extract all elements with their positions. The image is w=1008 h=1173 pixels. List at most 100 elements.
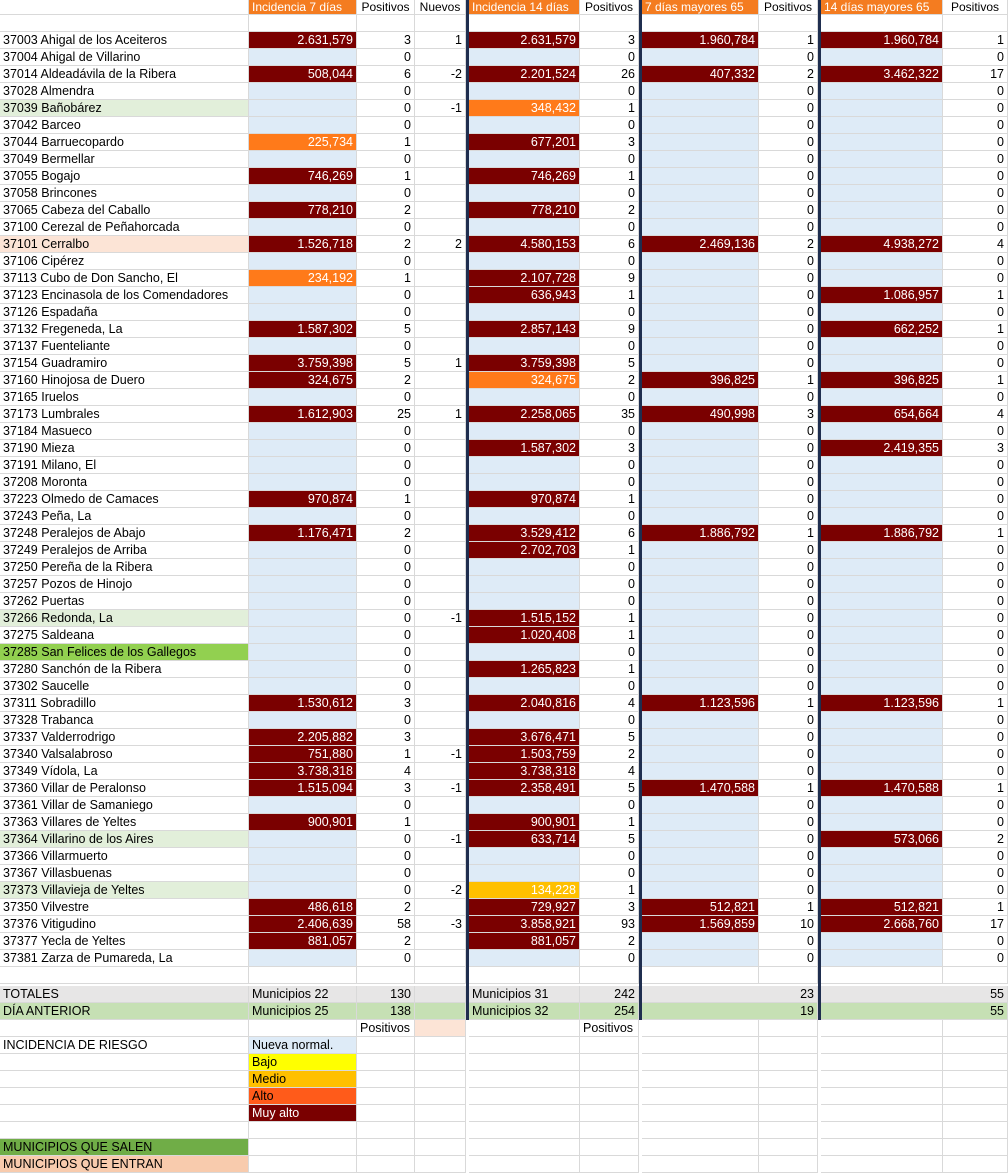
incidence-14d-cell[interactable]: 2.201,524	[469, 66, 580, 83]
incidence-7d-over65-cell[interactable]	[642, 100, 759, 117]
blank-cell[interactable]	[943, 1020, 1008, 1037]
incidence-14d-over65-cell[interactable]: 573,066	[821, 831, 943, 848]
positives-14d-cell[interactable]: 3	[580, 134, 639, 151]
totals-positives-7d-over65[interactable]: 23	[642, 986, 818, 1003]
positives-14d-over65-cell[interactable]: 1	[943, 321, 1008, 338]
positives-7d-over65-cell[interactable]: 0	[759, 338, 818, 355]
blank-cell[interactable]	[357, 1037, 415, 1054]
incidence-7d-cell[interactable]	[249, 423, 357, 440]
new-cases-cell[interactable]	[415, 559, 466, 576]
positives-14d-cell[interactable]: 0	[580, 593, 639, 610]
incidence-14d-over65-cell[interactable]	[821, 763, 943, 780]
positives-7d-cell[interactable]: 0	[357, 610, 415, 627]
incidence-7d-cell[interactable]	[249, 185, 357, 202]
positives-14d-cell[interactable]: 0	[580, 865, 639, 882]
positives-7d-cell[interactable]: 0	[357, 644, 415, 661]
positives-14d-over65-cell[interactable]: 0	[943, 219, 1008, 236]
positives-14d-cell[interactable]: 0	[580, 474, 639, 491]
positives-7d-cell[interactable]: 0	[357, 287, 415, 304]
positives-7d-over65-cell[interactable]: 10	[759, 916, 818, 933]
municipality-name[interactable]: 37373 Villavieja de Yeltes	[0, 882, 249, 899]
positives-14d-over65-cell[interactable]: 0	[943, 338, 1008, 355]
incidence-7d-over65-cell[interactable]	[642, 542, 759, 559]
blank-cell[interactable]	[0, 1020, 249, 1037]
incidence-14d-cell[interactable]: 900,901	[469, 814, 580, 831]
new-cases-cell[interactable]	[415, 763, 466, 780]
municipality-name[interactable]: 37191 Milano, El	[0, 457, 249, 474]
blank-cell[interactable]	[0, 1122, 249, 1139]
incidence-14d-over65-cell[interactable]	[821, 848, 943, 865]
positives-14d-over65-cell[interactable]: 0	[943, 542, 1008, 559]
incidence-14d-over65-cell[interactable]	[821, 423, 943, 440]
incidence-7d-over65-cell[interactable]	[642, 865, 759, 882]
positives-7d-over65-cell[interactable]: 0	[759, 950, 818, 967]
positives-7d-cell[interactable]: 0	[357, 185, 415, 202]
positives-14d-over65-cell[interactable]: 0	[943, 712, 1008, 729]
blank-cell[interactable]	[821, 1037, 943, 1054]
positives-7d-over65-cell[interactable]: 2	[759, 66, 818, 83]
incidence-14d-cell[interactable]	[469, 423, 580, 440]
new-cases-cell[interactable]	[415, 542, 466, 559]
positives-14d-cell[interactable]: 0	[580, 219, 639, 236]
blank-cell[interactable]	[469, 1037, 580, 1054]
incidence-7d-over65-cell[interactable]	[642, 610, 759, 627]
incidence-7d-cell[interactable]: 1.530,612	[249, 695, 357, 712]
positives-7d-over65-cell[interactable]: 0	[759, 474, 818, 491]
municipality-name[interactable]: 37113 Cubo de Don Sancho, El	[0, 270, 249, 287]
incidence-14d-over65-cell[interactable]: 1.086,957	[821, 287, 943, 304]
incidence-7d-cell[interactable]	[249, 678, 357, 695]
incidence-7d-over65-cell[interactable]	[642, 593, 759, 610]
positives-14d-over65-cell[interactable]: 0	[943, 627, 1008, 644]
incidence-14d-cell[interactable]: 746,269	[469, 168, 580, 185]
incidence-7d-cell[interactable]	[249, 151, 357, 168]
municipality-name[interactable]: 37173 Lumbrales	[0, 406, 249, 423]
positives-14d-over65-cell[interactable]: 1	[943, 695, 1008, 712]
blank-cell[interactable]	[821, 1122, 943, 1139]
positives-14d-over65-cell[interactable]: 0	[943, 423, 1008, 440]
blank-cell[interactable]	[943, 1054, 1008, 1071]
blank-cell[interactable]	[642, 1071, 759, 1088]
incidence-14d-over65-cell[interactable]	[821, 338, 943, 355]
blank-cell[interactable]	[249, 1020, 357, 1037]
municipality-name[interactable]: 37337 Valderrodrigo	[0, 729, 249, 746]
blank-cell[interactable]	[469, 1156, 580, 1173]
new-cases-cell[interactable]	[415, 474, 466, 491]
positives-7d-over65-cell[interactable]: 0	[759, 644, 818, 661]
incidence-14d-cell[interactable]: 348,432	[469, 100, 580, 117]
positives-14d-cell[interactable]: 1	[580, 287, 639, 304]
incidence-14d-over65-cell[interactable]	[821, 542, 943, 559]
positives-7d-cell[interactable]: 6	[357, 66, 415, 83]
blank-cell[interactable]	[642, 1105, 759, 1122]
new-cases-cell[interactable]	[415, 627, 466, 644]
incidence-14d-over65-cell[interactable]	[821, 933, 943, 950]
incidence-14d-over65-cell[interactable]	[821, 253, 943, 270]
positives-7d-cell[interactable]: 4	[357, 763, 415, 780]
incidence-7d-over65-cell[interactable]: 1.886,792	[642, 525, 759, 542]
blank-cell[interactable]	[642, 1088, 759, 1105]
incidence-14d-cell[interactable]: 2.631,579	[469, 32, 580, 49]
incidence-7d-over65-cell[interactable]: 396,825	[642, 372, 759, 389]
positives-14d-cell[interactable]: 5	[580, 355, 639, 372]
positives-14d-cell[interactable]: 1	[580, 100, 639, 117]
new-cases-cell[interactable]: -2	[415, 882, 466, 899]
new-cases-cell[interactable]	[415, 151, 466, 168]
blank-cell[interactable]	[642, 967, 759, 984]
column-header[interactable]: Positivos	[357, 0, 415, 15]
incidence-14d-cell[interactable]	[469, 151, 580, 168]
municipality-name[interactable]: 37137 Fuenteliante	[0, 338, 249, 355]
blank-cell[interactable]	[759, 1122, 818, 1139]
column-header[interactable]: Positivos	[580, 0, 639, 15]
positives-14d-cell[interactable]: 2	[580, 372, 639, 389]
incidence-7d-over65-cell[interactable]	[642, 559, 759, 576]
municipality-name[interactable]: 37123 Encinasola de los Comendadores	[0, 287, 249, 304]
positives-14d-cell[interactable]: 2	[580, 933, 639, 950]
positives-14d-over65-cell[interactable]: 0	[943, 950, 1008, 967]
positives-14d-over65-cell[interactable]: 0	[943, 474, 1008, 491]
municipality-name[interactable]: 37250 Pereña de la Ribera	[0, 559, 249, 576]
positives-14d-over65-cell[interactable]: 0	[943, 508, 1008, 525]
incidence-14d-over65-cell[interactable]	[821, 746, 943, 763]
positives-14d-over65-cell[interactable]: 0	[943, 797, 1008, 814]
column-header[interactable]: 7 días mayores 65	[642, 0, 759, 15]
municipality-name[interactable]: 37361 Villar de Samaniego	[0, 797, 249, 814]
municipality-name[interactable]: 37132 Fregeneda, La	[0, 321, 249, 338]
